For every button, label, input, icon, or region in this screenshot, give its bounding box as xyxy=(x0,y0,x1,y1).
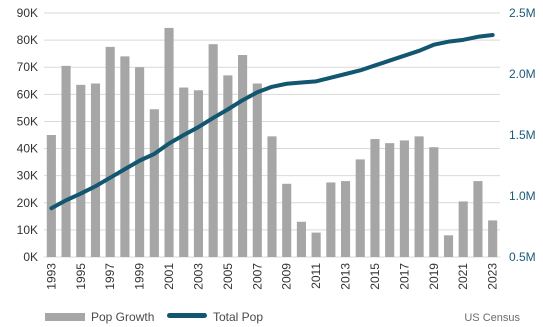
x-tick-label-1993: 1993 xyxy=(44,263,58,290)
x-tick-label-2023: 2023 xyxy=(486,263,500,290)
right-tick-label-4: 2.5M xyxy=(509,6,536,20)
bar-2004 xyxy=(208,44,218,257)
left-tick-label-1: 10K xyxy=(17,223,38,237)
bar-2002 xyxy=(179,87,189,257)
x-axis-ticks: 1993 1995 1997 1999 2001 2003 2005 2007 2009 2011… xyxy=(44,263,499,290)
bar-2008 xyxy=(267,136,277,257)
bar-2010 xyxy=(296,221,306,257)
bar-2000 xyxy=(149,109,159,257)
bar-2021 xyxy=(458,201,468,257)
x-tick-label-2013: 2013 xyxy=(339,263,353,290)
bar-2022 xyxy=(473,181,483,257)
bar-2006 xyxy=(238,55,248,258)
bar-2018 xyxy=(414,136,424,257)
x-tick-label-2011: 2011 xyxy=(309,263,323,289)
left-tick-label-6: 60K xyxy=(17,87,38,101)
bar-2005 xyxy=(223,75,233,257)
right-tick-label-2: 1.5M xyxy=(509,128,536,142)
x-tick-label-2021: 2021 xyxy=(456,263,470,290)
bar-2007 xyxy=(252,83,262,257)
right-tick-label-1: 1.0M xyxy=(509,189,536,203)
left-tick-label-0: 0K xyxy=(23,250,38,264)
x-tick-label-2003: 2003 xyxy=(191,263,205,290)
legend-swatch-total-pop xyxy=(167,313,207,318)
x-tick-label-2017: 2017 xyxy=(397,263,411,290)
bar-2015 xyxy=(370,139,380,257)
left-tick-label-9: 90K xyxy=(17,6,38,20)
bar-2016 xyxy=(385,143,395,257)
bar-1995 xyxy=(76,84,86,257)
x-tick-label-2019: 2019 xyxy=(427,263,441,290)
bar-1994 xyxy=(61,65,71,257)
left-axis-ticks: 0K 10K 20K 30K 40K 50K 60K 70K 80K 90K xyxy=(17,6,38,264)
bar-1998 xyxy=(120,56,130,257)
x-tick-label-2015: 2015 xyxy=(368,263,382,290)
bar-series-pop-growth xyxy=(46,27,498,258)
left-tick-label-8: 80K xyxy=(17,33,38,47)
bar-2012 xyxy=(326,182,336,257)
x-tick-label-1997: 1997 xyxy=(103,263,117,290)
bar-2009 xyxy=(282,183,292,257)
legend-label-pop-growth: Pop Growth xyxy=(91,310,154,324)
x-tick-label-2007: 2007 xyxy=(250,263,264,290)
x-tick-label-2001: 2001 xyxy=(162,263,176,290)
bar-1997 xyxy=(105,46,115,258)
bar-2017 xyxy=(399,140,409,257)
right-tick-label-0: 0.5M xyxy=(509,250,536,264)
bar-2003 xyxy=(193,90,204,258)
left-tick-label-7: 70K xyxy=(17,60,38,74)
x-tick-label-2005: 2005 xyxy=(221,263,235,290)
line-series-total-pop xyxy=(49,32,495,211)
legend-swatch-pop-growth xyxy=(45,313,85,321)
x-tick-label-1995: 1995 xyxy=(74,263,88,290)
left-tick-label-3: 30K xyxy=(17,169,38,183)
bar-2011 xyxy=(311,232,321,257)
right-axis-ticks: 0.5M 1.0M 1.5M 2.0M 2.5M xyxy=(509,6,536,264)
left-tick-label-4: 40K xyxy=(17,142,38,156)
bar-2023 xyxy=(488,220,498,257)
x-tick-label-1999: 1999 xyxy=(133,263,147,290)
bar-2013 xyxy=(340,181,351,257)
legend: Pop Growth Total Pop xyxy=(45,310,263,324)
bar-1993 xyxy=(46,135,56,257)
legend-label-total-pop: Total Pop xyxy=(213,310,263,324)
left-tick-label-2: 20K xyxy=(17,196,38,210)
source-note: US Census xyxy=(464,312,520,324)
left-tick-label-5: 50K xyxy=(17,114,38,128)
bar-1996 xyxy=(90,83,101,257)
bar-2020 xyxy=(443,235,454,257)
x-tick-label-2009: 2009 xyxy=(280,263,294,290)
bar-2019 xyxy=(429,147,439,257)
right-tick-label-3: 2.0M xyxy=(509,67,536,81)
bar-2014 xyxy=(355,159,365,257)
